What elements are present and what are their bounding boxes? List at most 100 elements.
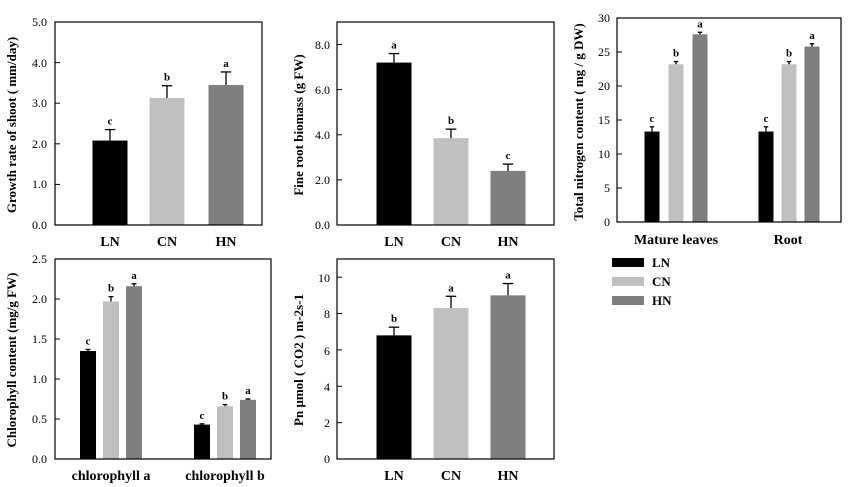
bar-hn [490,295,526,459]
significance-letter: c [200,410,205,422]
legend-swatch-ln [612,258,644,267]
plot-frame [54,21,263,226]
bar-mature-leaves-cn [668,64,684,223]
significance-letter: c [108,116,113,128]
y-tick-label: 5 [604,181,610,195]
legend-swatch-cn [612,277,644,286]
legend-label-cn: CN [652,274,671,289]
plot-frame [336,21,555,226]
bar-root-ln [758,131,774,222]
legend-label-hn: HN [652,293,672,308]
y-tick-label: 6.0 [315,83,330,97]
y-tick-label: 15 [598,113,610,127]
y-tick-label: 10 [598,147,610,161]
bar-chlorophyll-a-cn [103,301,119,459]
bar-mature-leaves-hn [692,34,708,222]
y-tick-label: 25 [598,45,610,59]
y-tick-marks [337,44,342,226]
y-axis-label: Fine root biomass (g FW) [291,54,306,195]
x-category-label: CN [441,235,461,250]
bar-root-hn [804,46,820,223]
x-category-label: HN [498,235,519,250]
significance-letter: b [164,72,170,84]
bar-chlorophyll-b-ln [194,424,210,459]
y-tick-label: 0.0 [315,218,330,232]
significance-letter: b [786,48,792,60]
error-bars [85,283,251,425]
y-tick-label: 0.0 [32,218,47,232]
legend-swatch-hn [612,296,644,305]
significance-letter: a [131,270,137,282]
y-tick-label: 4.0 [32,56,47,70]
significance-letter: b [673,48,679,60]
panel-pn: 0 2 4 6 8 10 Pn μmol ( CO2 ) m-2s-1 b a … [291,258,555,484]
significance-letter: a [245,385,251,397]
error-bars [104,71,232,141]
bar-cn [149,97,185,225]
y-ticks: 0.0 0.5 1.0 1.5 2.0 2.5 [32,252,47,466]
significance-letter: c [650,113,655,125]
y-tick-label: 2.0 [32,137,47,151]
y-tick-label: 5.0 [32,15,47,29]
x-category-label: LN [384,235,403,250]
significance-letter: a [505,270,511,282]
y-tick-marks [55,258,60,460]
bar-hn [490,170,526,225]
bar-chlorophyll-a-ln [80,351,96,459]
x-category-label: Root [774,233,803,248]
x-category-label: LN [384,469,403,484]
y-tick-label: 8 [324,307,330,321]
y-ticks: 0.0 2.0 4.0 6.0 8.0 [315,38,330,232]
bar-ln [376,62,412,225]
y-tick-label: 0 [324,452,330,466]
panel-growth-rate: 0.0 1.0 2.0 3.0 4.0 5.0 Growth rate of s… [4,15,263,250]
y-tick-marks [337,276,342,460]
bar-hn [208,84,244,226]
y-tick-label: 2.5 [32,252,47,266]
bar-chlorophyll-b-cn [217,406,233,459]
x-category-label: chlorophyll b [185,469,265,484]
bar-ln [92,140,128,225]
y-tick-label: 0 [604,215,610,229]
x-category-label: HN [498,469,519,484]
bar-root-cn [781,64,797,223]
panel-chlorophyll: 0.0 0.5 1.0 1.5 2.0 2.5 Chlorophyll cont… [4,252,272,484]
bar-ln [376,335,412,459]
bar-cn [433,308,469,459]
significance-letter: a [697,18,703,30]
y-tick-label: 10 [318,271,330,285]
significance-letter: b [448,115,454,127]
y-axis-label: Chlorophyll content (mg/g FW) [4,273,19,448]
y-tick-label: 3.0 [32,96,47,110]
panel-fine-root-biomass: 0.0 2.0 4.0 6.0 8.0 Fine root biomass (g… [291,21,555,250]
significance-letter: c [506,150,511,162]
significance-letter: a [391,40,397,52]
y-tick-label: 20 [598,79,610,93]
significance-letter: b [108,283,114,295]
bar-mature-leaves-ln [644,131,660,222]
y-axis-label: Growth rate of shoot ( mm/day) [4,37,19,213]
y-tick-label: 4.0 [315,128,330,142]
significance-letter: b [391,313,397,325]
y-tick-label: 1.5 [32,332,47,346]
bar-chlorophyll-a-hn [126,286,142,459]
plot-frame [54,258,272,460]
x-category-label: HN [216,235,237,250]
y-ticks: 0.0 1.0 2.0 3.0 4.0 5.0 [32,15,47,232]
y-tick-label: 6 [324,344,330,358]
plot-frame [336,258,555,460]
y-ticks: 0 5 10 15 20 25 30 [598,11,610,229]
x-category-label: chlorophyll a [72,469,151,484]
legend-label-ln: LN [652,255,671,270]
y-tick-label: 8.0 [315,38,330,52]
y-tick-label: 4 [324,380,330,394]
error-bars [388,52,514,171]
y-tick-label: 1.0 [32,177,47,191]
significance-letter: b [222,391,228,403]
panel-total-nitrogen: 0 5 10 15 20 25 30 Total nitrogen conten… [571,11,842,248]
significance-letter: a [809,30,815,42]
x-category-label: LN [100,235,119,250]
y-tick-label: 0.5 [32,412,47,426]
y-tick-label: 1.0 [32,372,47,386]
